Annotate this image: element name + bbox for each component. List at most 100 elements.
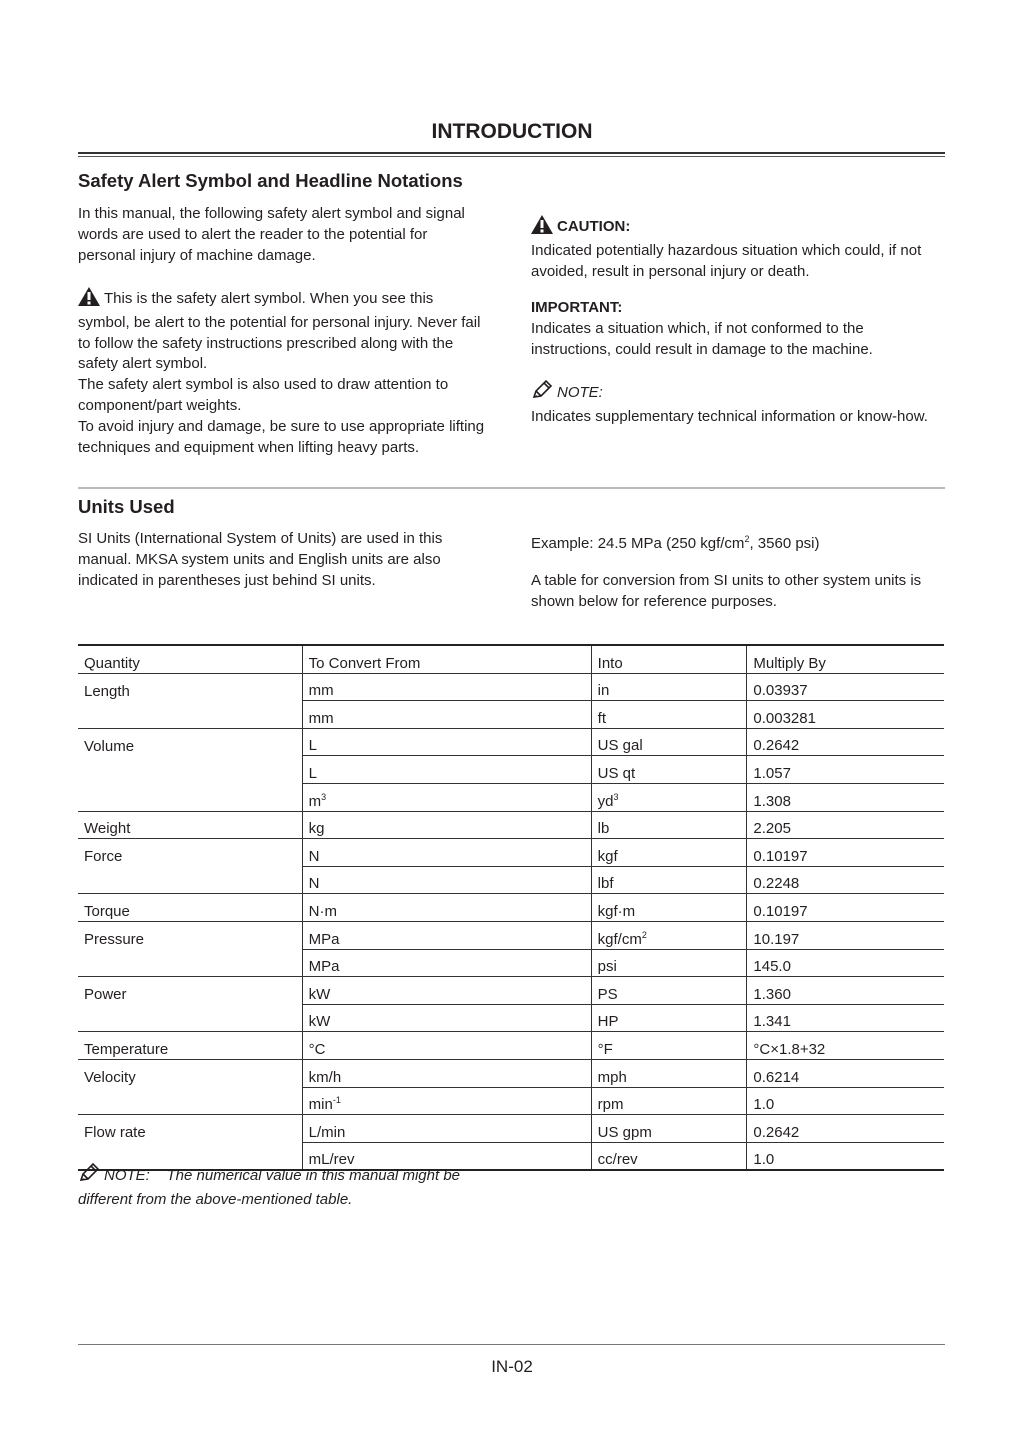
cell-factor: 10.197 [746,920,944,950]
important-block: IMPORTANT: Indicates a situation which, … [531,298,941,360]
header-quantity: Quantity [78,643,303,674]
warning-triangle-icon [78,287,100,313]
cell-factor: 0.10197 [746,838,944,867]
cell-from-text: km/h [308,1068,342,1086]
cell-factor-text: 1.341 [753,1013,791,1031]
example-suffix: , 3560 psi) [749,535,820,552]
header-from: To Convert From [301,643,592,674]
cell-into: US gal [590,727,747,756]
cell-into-text: in [597,682,610,700]
cell-from-text: L/min [308,1123,346,1141]
cell-into-text: lb [597,820,610,838]
cell-into: kgf·m [590,893,747,922]
cell-factor: 1.057 [746,755,944,784]
cell-quantity [78,866,302,894]
cell-into: US gpm [590,1114,747,1143]
cell-factor-text: °C×1.8+32 [753,1040,826,1058]
cell-quantity [78,701,302,729]
cell-factor-text: 0.2642 [753,1123,800,1141]
cell-from: kW [301,976,592,1005]
cell-factor: 0.6214 [746,1058,944,1087]
cell-quantity-text: Velocity [84,1069,136,1086]
cell-into-text: US gal [597,737,643,755]
conversion-table: Quantity To Convert From Into Multiply B… [78,643,944,1172]
cell-factor: 0.10197 [746,893,944,922]
table-row: Weight kg lb 2.205 [78,810,944,839]
cell-quantity: Velocity [78,1058,303,1087]
cell-factor-text: 0.10197 [753,847,808,865]
cell-into: ft [590,700,747,729]
cell-factor: 0.2248 [746,865,944,894]
cell-quantity [78,1004,302,1032]
cell-from: MPa [301,920,592,950]
cell-from-text: kW [308,985,331,1003]
table-row: min-1 rpm 1.0 [78,1086,944,1115]
cell-from-text: L [308,764,317,782]
cell-quantity: Torque [78,893,303,922]
units-heading: Units Used [78,496,175,517]
cell-from: N·m [301,893,592,922]
cell-from: mL/rev [301,1141,592,1172]
cell-quantity: Weight [78,810,303,839]
cell-into-text: yd [597,792,614,810]
cell-into: kgf [590,838,747,867]
footer-rule [78,1344,945,1345]
cell-factor: 0.2642 [746,1114,944,1143]
cell-quantity: Temperature [78,1031,303,1060]
cell-factor-text: 2.205 [753,820,791,838]
cell-factor: 0.03937 [746,672,944,701]
cell-into: US qt [590,755,747,784]
cell-into: PS [590,976,747,1005]
pencil-icon [78,1162,100,1190]
cell-quantity [78,756,302,784]
cell-from: m3 [301,782,592,812]
cell-factor-text: 1.0 [753,1096,775,1114]
cell-quantity-text: Flow rate [84,1124,146,1142]
cell-into: mph [590,1058,747,1087]
cell-factor: 0.2642 [746,727,944,756]
cell-quantity-text: Force [84,848,123,866]
cell-quantity: Flow rate [78,1114,303,1143]
safety-intro: In this manual, the following safety ale… [78,205,465,264]
cell-into-text: lbf [597,875,614,893]
safety-heading: Safety Alert Symbol and Headline Notatio… [78,170,463,191]
table-row: mm ft 0.003281 [78,700,944,729]
table-row: Pressure MPa kgf/cm2 10.197 [78,920,944,950]
footnote: NOTE: The numerical value in this manual… [78,1162,498,1211]
symbol-text-3: To avoid injury and damage, be sure to u… [78,417,485,456]
cell-from-text: kg [308,820,325,838]
cell-into-text: cc/rev [597,1151,638,1169]
table-row: Volume L US gal 0.2642 [78,727,944,756]
example-prefix: Example: 24.5 MPa (250 kgf/cm [531,535,745,552]
page-title: INTRODUCTION [431,120,593,143]
cell-into-text: PS [597,985,618,1003]
cell-from-text: mL/rev [308,1151,355,1169]
symbol-text: This is the safety alert symbol. When yo… [78,290,481,373]
cell-quantity-text: Pressure [84,931,145,949]
cell-quantity: Force [78,838,303,867]
cell-into-text: US gpm [597,1123,652,1141]
table-row: mL/rev cc/rev 1.0 [78,1141,944,1172]
cell-from: °C [301,1031,592,1060]
units-example: Example: 24.5 MPa (250 kgf/cm2, 3560 psi… [531,529,941,555]
cell-from-text: MPa [308,958,340,976]
important-label: IMPORTANT: [531,299,623,316]
note-label: NOTE: [557,384,603,401]
cell-into-text: ft [597,709,607,727]
cell-from-text: kW [308,1013,331,1031]
cell-from-superscript: -1 [332,1095,341,1106]
note-text: Indicates supplementary technical inform… [531,407,928,425]
table-row: Temperature °C °F °C×1.8+32 [78,1031,944,1060]
cell-into-text: kgf·m [597,902,636,920]
title-rule [78,152,945,154]
table-row: MPa psi 145.0 [78,948,944,977]
table-row: Torque N·m kgf·m 0.10197 [78,893,944,922]
cell-quantity-text: Power [84,986,127,1004]
footnote-text: The numerical value in this manual might… [78,1167,460,1208]
cell-factor: 1.341 [746,1003,944,1032]
units-intro: SI Units (International System of Units)… [78,530,443,589]
cell-factor-text: 10.197 [753,930,800,948]
cell-factor-text: 1.057 [753,764,791,782]
table-header-row: Quantity To Convert From Into Multiply B… [78,643,944,674]
